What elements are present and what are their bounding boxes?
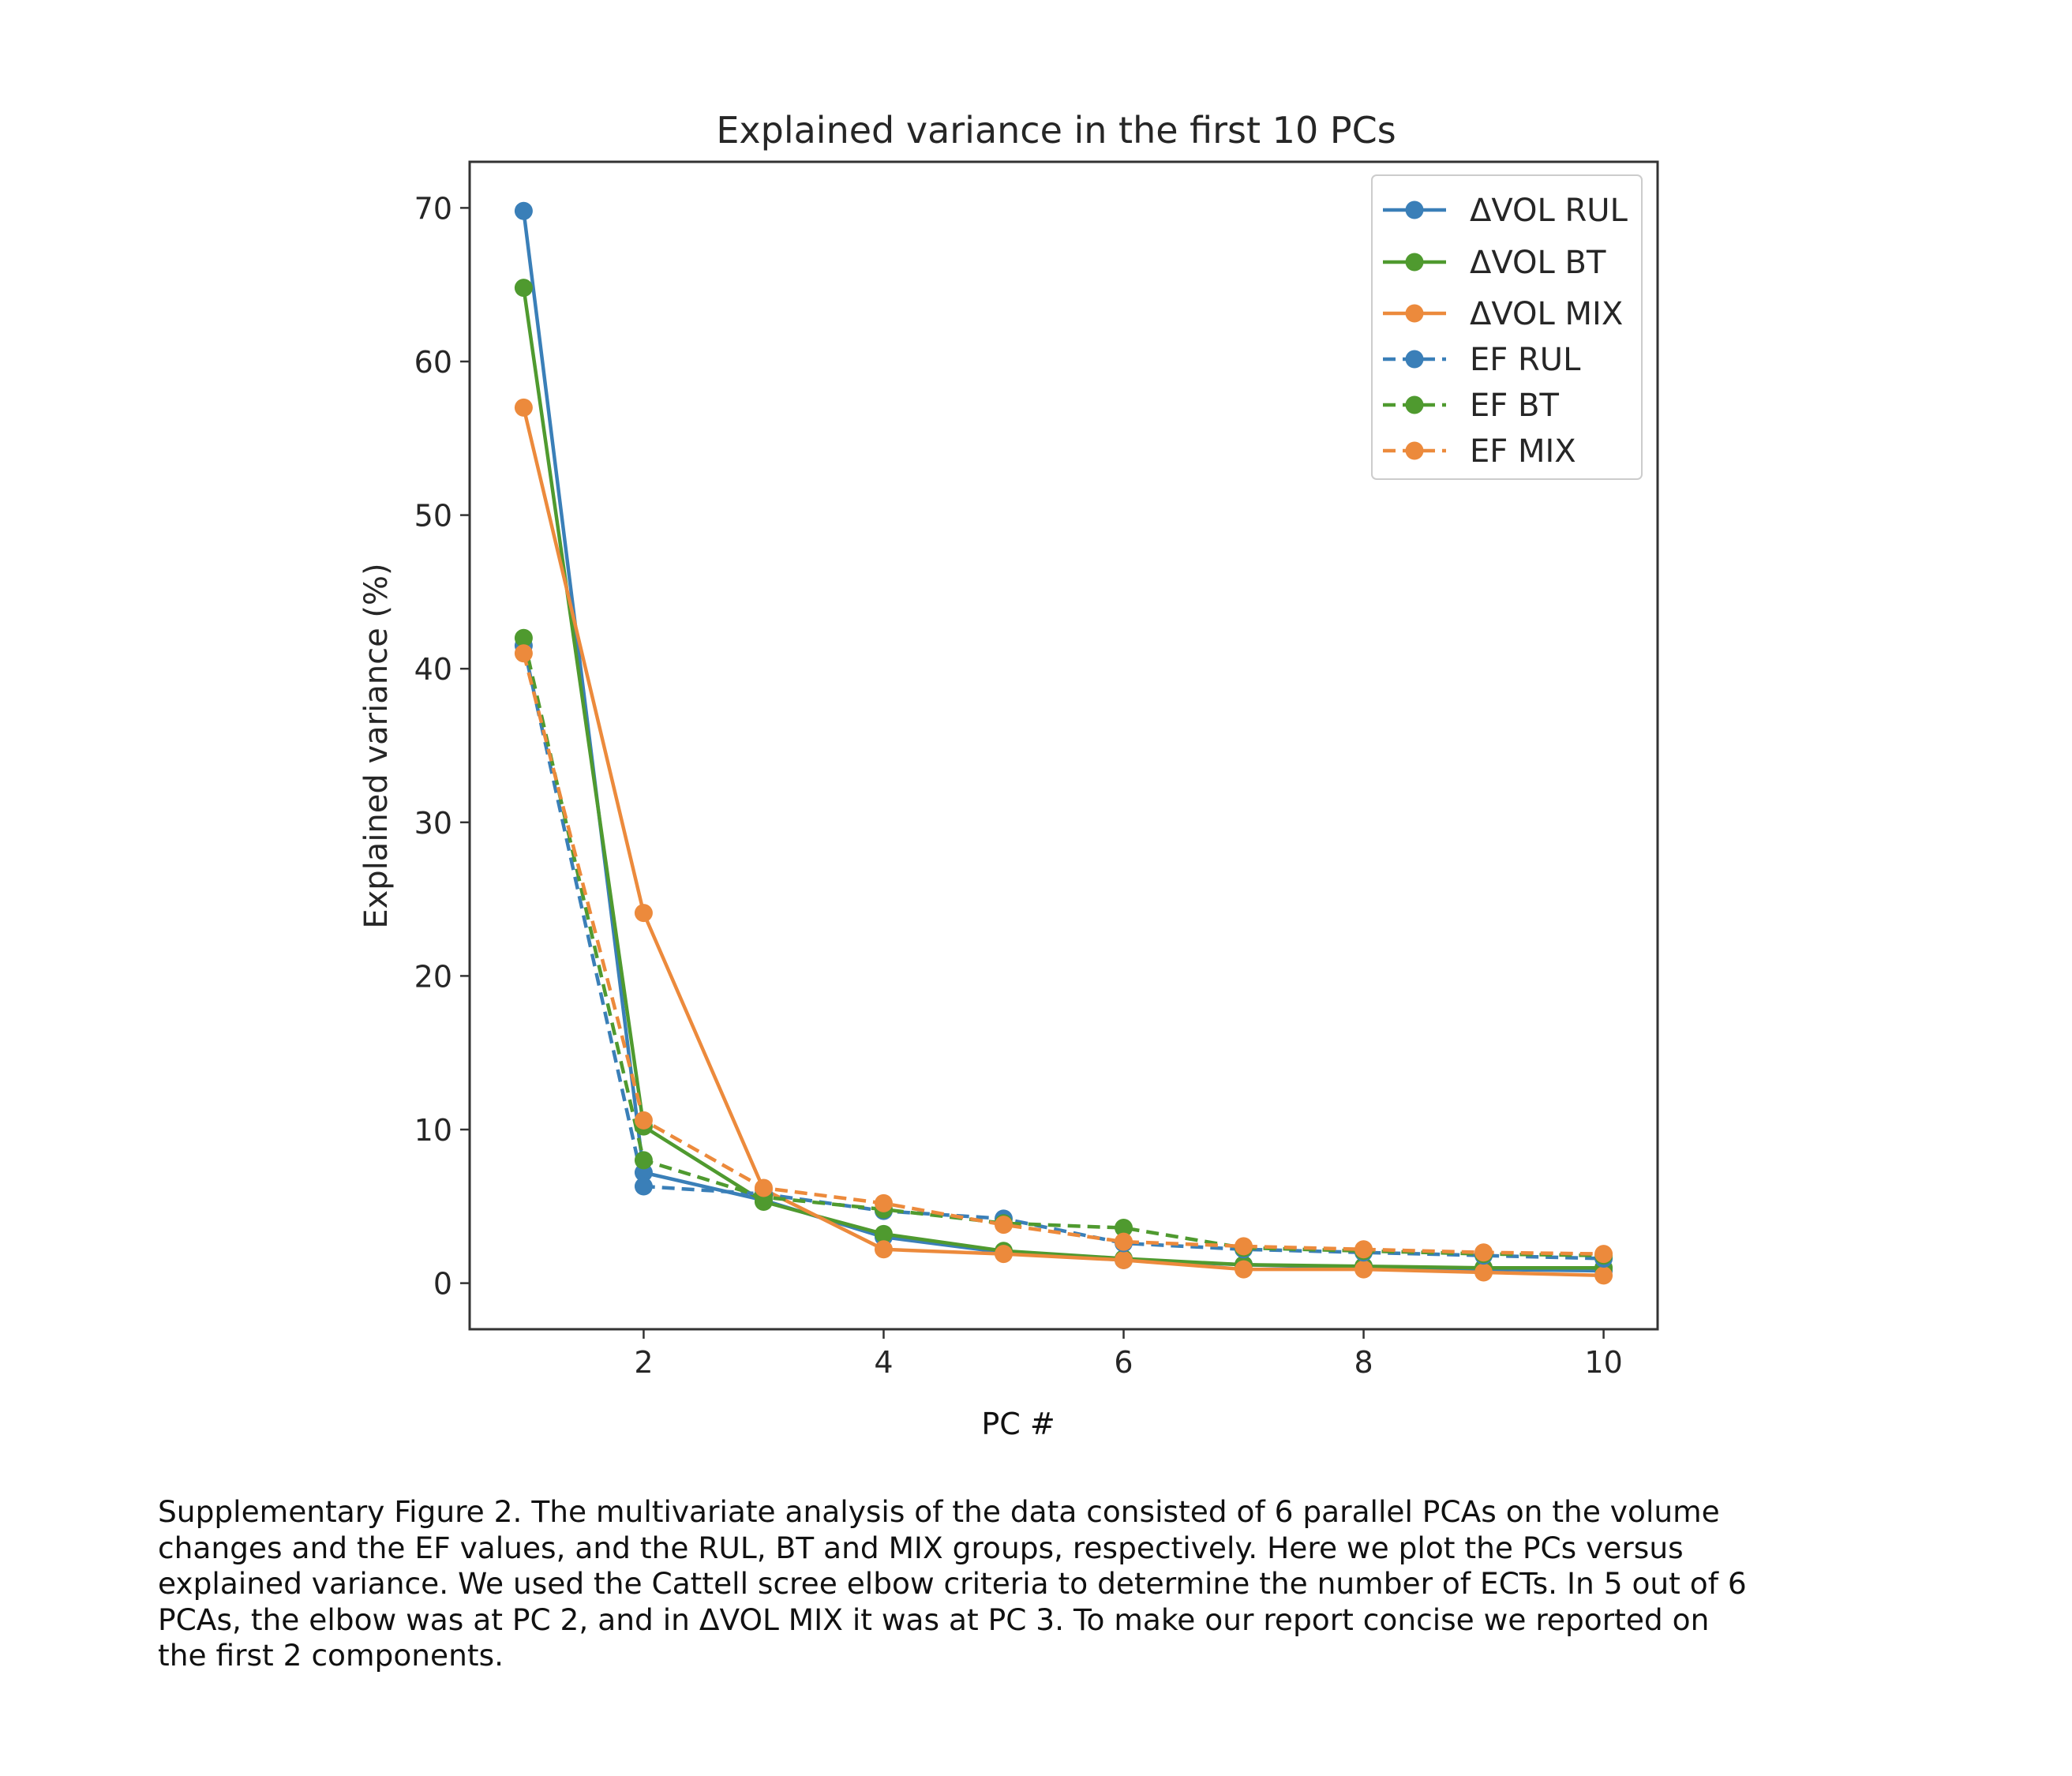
legend-label: ΔVOL RUL	[1470, 193, 1628, 229]
data-point-dvol-mix	[1115, 1250, 1133, 1269]
data-point-ef-bt	[1115, 1219, 1133, 1238]
data-point-ef-bt	[514, 628, 533, 647]
legend-label: ΔVOL MIX	[1470, 296, 1623, 332]
data-point-ef-mix	[1354, 1240, 1373, 1259]
data-point-dvol-rul	[514, 201, 533, 220]
legend-frame	[1371, 174, 1643, 480]
y-tick-label: 10	[414, 1113, 452, 1148]
data-point-ef-mix	[1235, 1237, 1253, 1256]
data-point-ef-mix	[874, 1193, 893, 1212]
legend-marker	[1405, 304, 1424, 323]
data-point-dvol-bt	[514, 279, 533, 298]
data-point-ef-bt	[634, 1151, 653, 1170]
legend-marker	[1405, 395, 1424, 414]
data-point-ef-mix	[754, 1178, 773, 1197]
caption-line: changes and the EF values, and the RUL, …	[158, 1530, 1684, 1565]
legend-marker	[1405, 200, 1424, 219]
scree-chart: Explained variance in the first 10 PCs 0…	[358, 109, 1659, 1441]
legend-label: EF RUL	[1470, 342, 1581, 378]
series-line-dvol-bt	[522, 287, 1604, 1270]
legend-entry: ΔVOL RUL	[1383, 193, 1628, 229]
data-point-dvol-mix	[994, 1245, 1013, 1264]
legend-label: EF BT	[1470, 388, 1559, 424]
y-tick-label: 30	[414, 806, 452, 841]
y-axis: 0 10 20 30 40 50 60 70	[414, 191, 470, 1302]
series-line-dvol-mix	[522, 407, 1604, 1278]
data-point-dvol-mix	[514, 398, 533, 417]
legend-marker	[1405, 441, 1424, 460]
data-point-ef-mix	[994, 1216, 1013, 1235]
data-point-dvol-mix	[1354, 1260, 1373, 1279]
y-tick-label: 60	[414, 345, 452, 380]
legend: ΔVOL RUL ΔVOL BT ΔVOL MIX EF RUL EF BT EF MIX	[1371, 174, 1643, 480]
x-tick-label: 4	[874, 1345, 893, 1380]
y-tick-label: 0	[433, 1267, 452, 1302]
figure-caption: Supplementary Figure 2. The multivariate…	[158, 1494, 1973, 1674]
legend-entry: EF RUL	[1383, 342, 1581, 378]
y-tick-label: 50	[414, 499, 452, 534]
y-axis-label: Explained variance (%)	[358, 563, 395, 928]
x-tick-label: 6	[1114, 1345, 1133, 1380]
series-ef-mix	[514, 644, 1613, 1264]
legend-marker	[1405, 350, 1424, 369]
data-point-ef-mix	[1474, 1243, 1493, 1262]
data-point-dvol-mix	[874, 1240, 893, 1259]
x-axis: 2 4 6 8 10	[634, 1329, 1623, 1380]
x-tick-label: 10	[1584, 1345, 1622, 1380]
y-tick-label: 70	[414, 191, 452, 226]
data-point-ef-mix	[634, 1111, 653, 1130]
series-layer	[514, 201, 1613, 1285]
data-point-dvol-mix	[1474, 1263, 1493, 1282]
legend-marker	[1405, 253, 1424, 272]
data-point-dvol-mix	[634, 904, 653, 923]
data-point-dvol-mix	[1594, 1266, 1613, 1285]
legend-entry: EF BT	[1383, 388, 1559, 424]
series-line-ef-rul	[522, 645, 1604, 1261]
caption-line: PCAs, the elbow was at PC 2, and in ΔVOL…	[158, 1602, 1710, 1637]
legend-label: EF MIX	[1470, 433, 1576, 470]
x-axis-label: PC #	[981, 1407, 1055, 1441]
data-point-dvol-mix	[1235, 1260, 1253, 1279]
y-tick-label: 40	[414, 652, 452, 687]
data-point-ef-mix	[1594, 1245, 1613, 1264]
caption-line: Supplementary Figure 2. The multivariate…	[158, 1494, 1720, 1529]
series-line-ef-mix	[522, 653, 1604, 1256]
legend-entry: EF MIX	[1383, 433, 1576, 470]
chart-title: Explained variance in the first 10 PCs	[716, 109, 1396, 152]
data-point-dvol-bt	[874, 1224, 893, 1243]
x-tick-label: 2	[634, 1345, 653, 1380]
caption-line: the first 2 components.	[158, 1638, 504, 1673]
x-tick-label: 8	[1354, 1345, 1373, 1380]
legend-entry: ΔVOL MIX	[1383, 296, 1623, 332]
legend-entry: ΔVOL BT	[1383, 245, 1606, 281]
caption-line: explained variance. We used the Cattell …	[158, 1566, 1747, 1601]
data-point-ef-mix	[1115, 1232, 1133, 1251]
series-dvol-mix	[514, 398, 1613, 1285]
y-tick-label: 20	[414, 959, 452, 994]
legend-label: ΔVOL BT	[1470, 245, 1606, 281]
data-point-ef-mix	[514, 644, 533, 663]
data-point-ef-rul	[634, 1177, 653, 1196]
